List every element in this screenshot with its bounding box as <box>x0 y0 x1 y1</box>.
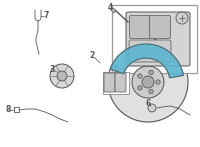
Text: 4: 4 <box>107 4 113 12</box>
Bar <box>103 72 129 94</box>
Bar <box>112 5 197 73</box>
FancyBboxPatch shape <box>104 73 115 92</box>
Circle shape <box>148 104 156 112</box>
Circle shape <box>176 12 188 24</box>
Text: 5: 5 <box>113 65 119 74</box>
Text: 2: 2 <box>89 51 95 61</box>
Text: 6: 6 <box>145 98 151 107</box>
Text: 7: 7 <box>43 10 49 20</box>
Circle shape <box>156 80 160 84</box>
Circle shape <box>108 42 188 122</box>
Circle shape <box>50 64 74 88</box>
FancyBboxPatch shape <box>150 15 170 39</box>
Circle shape <box>138 74 142 78</box>
Circle shape <box>138 86 142 90</box>
Text: 3: 3 <box>49 65 55 74</box>
Circle shape <box>149 89 153 94</box>
FancyBboxPatch shape <box>129 40 171 62</box>
FancyBboxPatch shape <box>115 73 126 92</box>
Circle shape <box>57 71 67 81</box>
FancyBboxPatch shape <box>130 15 151 39</box>
FancyBboxPatch shape <box>126 12 190 66</box>
Text: 1: 1 <box>152 39 158 47</box>
Circle shape <box>142 76 154 88</box>
Circle shape <box>132 66 164 98</box>
Circle shape <box>149 70 153 75</box>
Text: 8: 8 <box>5 106 11 115</box>
Polygon shape <box>110 44 183 78</box>
Bar <box>111 8 116 13</box>
